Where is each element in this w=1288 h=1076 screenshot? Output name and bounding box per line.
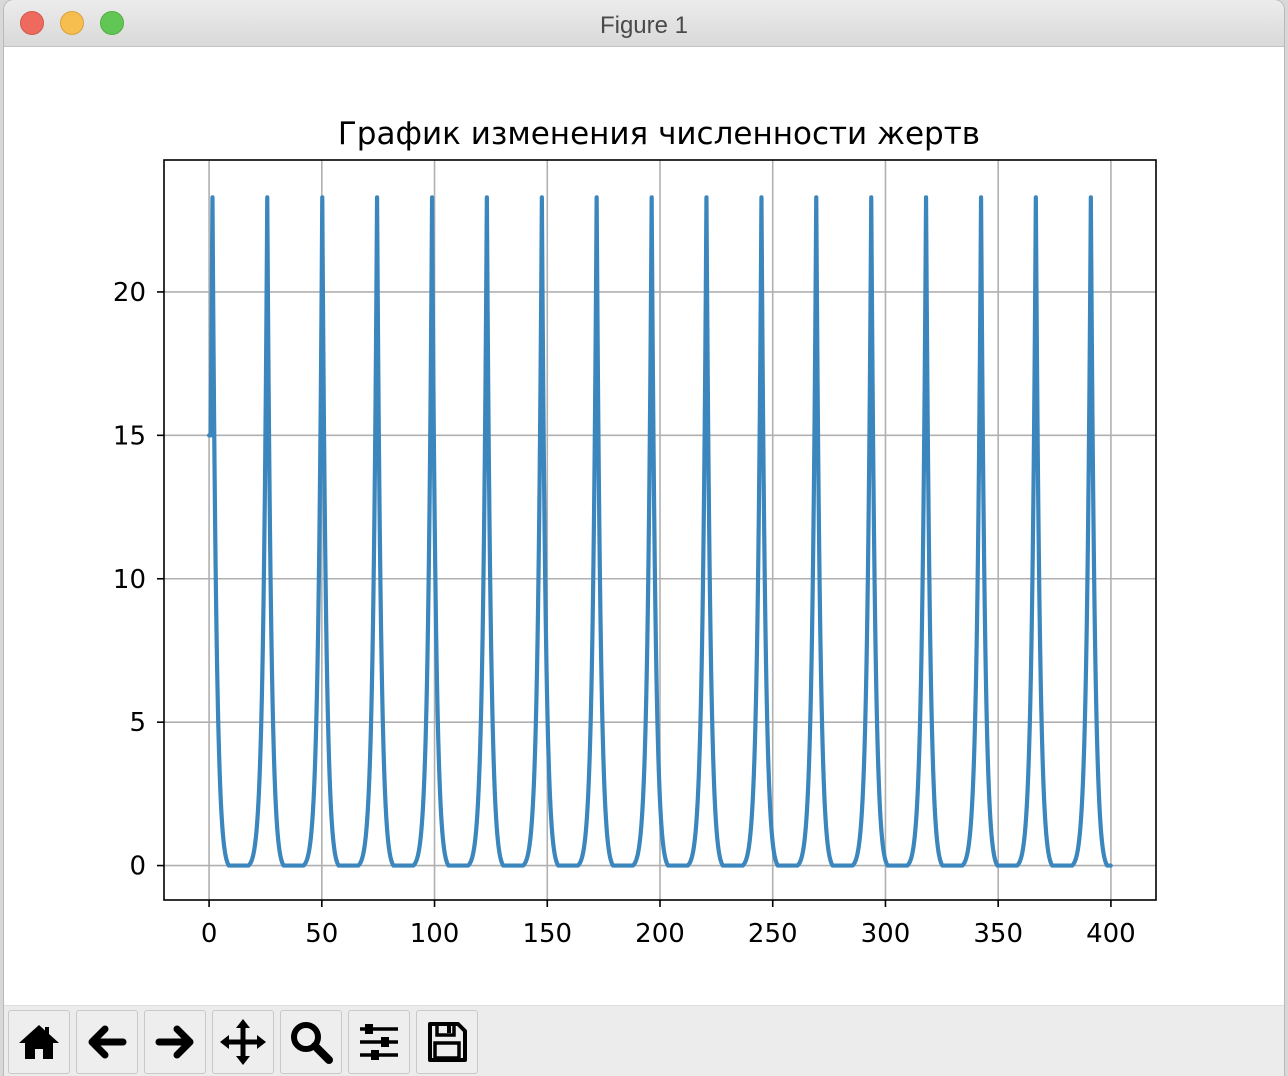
chart-title: График изменения численности жертв [338, 116, 980, 152]
navigation-toolbar [4, 1005, 1284, 1076]
pan-button[interactable] [212, 1010, 274, 1074]
floppy-disk-icon [428, 1022, 467, 1062]
x-tick-label: 200 [635, 919, 685, 949]
title-bar: Figure 1 [4, 0, 1284, 47]
x-tick-label: 50 [305, 919, 338, 949]
configure-subplots-button[interactable] [348, 1010, 410, 1074]
minimize-window-button[interactable] [60, 11, 84, 35]
move-icon [220, 1019, 266, 1065]
arrow-right-icon [155, 1025, 194, 1059]
series-line-prey [206, 195, 1113, 868]
zoom-button[interactable] [280, 1010, 342, 1074]
back-button[interactable] [76, 1010, 138, 1074]
magnifier-icon [291, 1022, 333, 1064]
zoom-window-button[interactable] [100, 11, 124, 35]
x-tick-label: 100 [410, 919, 460, 949]
window-title: Figure 1 [599, 12, 689, 39]
chart: График изменения численности жертв 0 50 10… [113, 116, 1157, 949]
sliders-icon [360, 1024, 398, 1060]
home-button[interactable] [8, 1010, 70, 1074]
close-window-button[interactable] [20, 11, 44, 35]
x-tick-label: 250 [748, 919, 798, 949]
forward-button[interactable] [144, 1010, 206, 1074]
x-tick-label: 150 [522, 919, 572, 949]
home-icon [19, 1025, 59, 1059]
x-tick-label: 300 [861, 919, 911, 949]
x-tick-label: 0 [201, 919, 218, 949]
y-tick-label: 5 [129, 708, 146, 738]
figure-canvas[interactable]: График изменения численности жертв 0 50 10… [4, 47, 1284, 1005]
y-tick-label: 10 [113, 565, 146, 595]
y-tick-label: 15 [113, 421, 146, 451]
x-tick-label: 400 [1086, 919, 1136, 949]
arrow-left-icon [88, 1025, 127, 1059]
figure-window: Figure 1 График изменения численности же… [4, 0, 1284, 1076]
y-tick-label: 20 [113, 278, 146, 308]
y-tick-label: 0 [129, 852, 146, 882]
save-button[interactable] [416, 1010, 478, 1074]
x-tick-label: 350 [973, 919, 1023, 949]
